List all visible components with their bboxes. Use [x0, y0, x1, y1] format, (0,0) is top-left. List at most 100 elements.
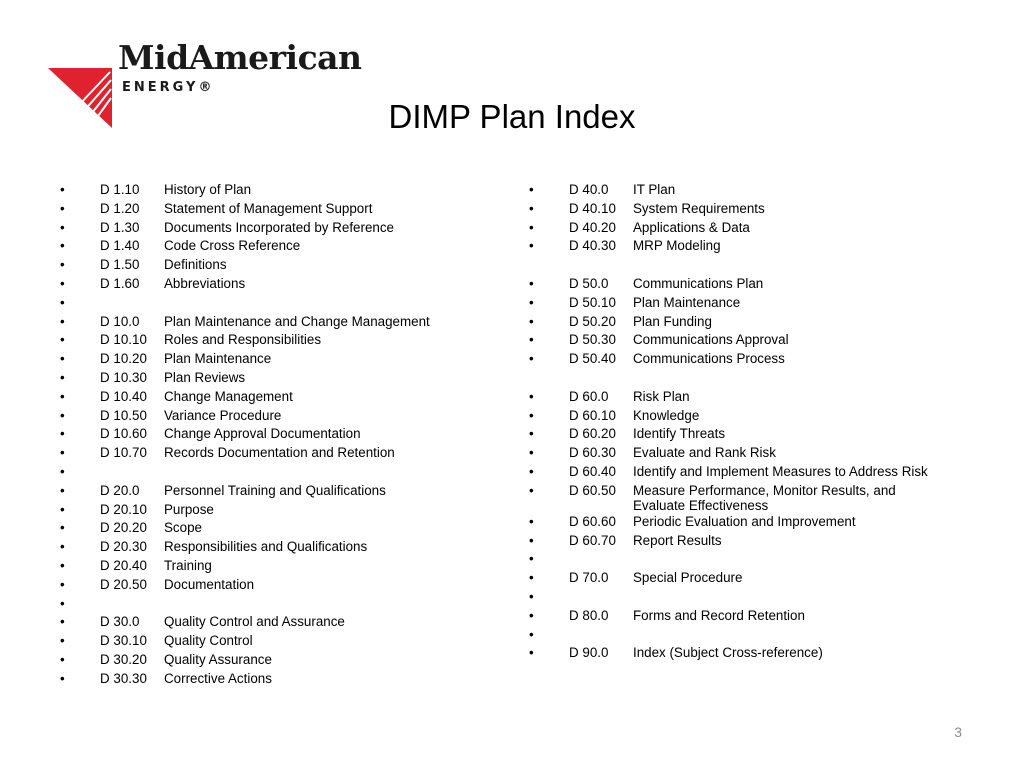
index-list-left: • D 1.10 History of Plan • D 1.20 Statement o… — [60, 181, 500, 689]
index-item: • D 60.50 Measure Performance, Monitor Res… — [529, 482, 979, 513]
index-code: D 50.30 — [569, 332, 616, 348]
index-label: Communications Approval — [633, 332, 789, 348]
index-label: Communications Process — [633, 351, 785, 367]
bullet-icon: • — [60, 670, 65, 686]
index-code: D 20.10 — [100, 501, 147, 517]
bullet-icon: • — [60, 275, 65, 291]
bullet-icon: • — [60, 426, 65, 442]
index-item: • — [60, 294, 500, 313]
index-code: D 10.70 — [100, 445, 147, 461]
index-item: • D 1.30 Documents Incorporated by Referen… — [60, 219, 500, 238]
index-label: Knowledge — [633, 407, 700, 423]
index-label: Personnel Training and Qualifications — [164, 482, 386, 498]
index-label: Abbreviations — [164, 275, 246, 291]
index-item: • D 40.0 IT Plan — [529, 181, 979, 200]
index-label — [633, 626, 933, 627]
bullet-icon: • — [60, 651, 65, 667]
index-code: D 50.10 — [569, 294, 616, 310]
index-item: • D 60.30 Evaluate and Rank Risk — [529, 444, 979, 463]
index-code: D 60.30 — [569, 445, 616, 461]
bullet-icon: • — [60, 595, 65, 611]
index-code: D 1.40 — [100, 238, 140, 254]
index-item: • D 70.0 Special Procedure — [529, 569, 979, 588]
index-label — [633, 550, 933, 551]
bullet-icon: • — [529, 463, 534, 479]
index-item: • D 50.30 Communications Approval — [529, 331, 979, 350]
index-item — [529, 369, 979, 388]
index-label: Forms and Record Retention — [633, 607, 805, 623]
index-item: • D 80.0 Forms and Record Retention — [529, 607, 979, 626]
index-item: • — [529, 626, 979, 645]
index-code: D 10.30 — [100, 369, 147, 385]
index-code: D 60.0 — [569, 388, 609, 404]
index-item: • D 10.70 Records Documentation and Retent… — [60, 444, 500, 463]
index-code: D 60.20 — [569, 426, 616, 442]
index-label: Quality Assurance — [164, 651, 272, 667]
index-item — [529, 256, 979, 275]
index-code: D 1.50 — [100, 257, 140, 273]
bullet-icon: • — [529, 238, 534, 254]
bullet-icon: • — [529, 513, 534, 529]
index-code: D 1.60 — [100, 275, 140, 291]
index-item: • D 1.60 Abbreviations — [60, 275, 500, 294]
index-code: D 40.30 — [569, 238, 616, 254]
bullet-icon: • — [60, 633, 65, 649]
index-label: Statement of Management Support — [164, 200, 373, 216]
bullet-icon: • — [529, 351, 534, 367]
bullet-icon: • — [60, 463, 65, 479]
bullet-icon: • — [529, 200, 534, 216]
index-label: Training — [164, 557, 212, 573]
index-code: D 20.40 — [100, 557, 147, 573]
bullet-icon: • — [60, 482, 65, 498]
index-item: • D 60.20 Identify Threats — [529, 425, 979, 444]
bullet-icon: • — [60, 614, 65, 630]
index-label: Responsibilities and Qualifications — [164, 539, 368, 555]
index-item: • — [60, 595, 500, 614]
index-code: D 10.20 — [100, 351, 147, 367]
index-label: Periodic Evaluation and Improvement — [633, 513, 856, 529]
index-item: • — [529, 550, 979, 569]
bullet-icon: • — [60, 238, 65, 254]
index-code: D 10.50 — [100, 407, 147, 423]
bullet-icon: • — [60, 182, 65, 197]
index-code: D 10.60 — [100, 426, 147, 442]
index-label: Corrective Actions — [164, 670, 272, 686]
index-item: • D 60.70 Report Results — [529, 532, 979, 551]
index-code: D 60.60 — [569, 513, 616, 529]
index-code: D 20.30 — [100, 539, 147, 555]
index-item: • D 10.40 Change Management — [60, 388, 500, 407]
bullet-icon: • — [529, 313, 534, 329]
slide-title: DIMP Plan Index — [388, 98, 636, 135]
index-label: Change Management — [164, 388, 293, 404]
index-label: Roles and Responsibilities — [164, 332, 322, 348]
index-label: Plan Maintenance — [633, 294, 741, 310]
index-label: Plan Funding — [633, 313, 712, 329]
index-item: • D 1.10 History of Plan — [60, 181, 500, 200]
index-label — [633, 588, 933, 589]
bullet-icon: • — [529, 445, 534, 461]
index-code: D 80.0 — [569, 607, 609, 623]
index-label: Purpose — [164, 501, 214, 517]
index-item: • D 50.10 Plan Maintenance — [529, 294, 979, 313]
index-code: D 10.40 — [100, 388, 147, 404]
index-item: • — [60, 463, 500, 482]
bullet-icon: • — [529, 532, 534, 548]
index-label: Identify Threats — [633, 426, 726, 442]
index-label: History of Plan — [164, 182, 252, 197]
index-item: • D 10.50 Variance Procedure — [60, 407, 500, 426]
index-code: D 30.30 — [100, 670, 147, 686]
index-label: Change Approval Documentation — [164, 426, 361, 442]
bullet-icon: • — [60, 388, 65, 404]
index-label: Definitions — [164, 257, 227, 273]
index-label: Index (Subject Cross-reference) — [633, 645, 823, 661]
index-label: Records Documentation and Retention — [164, 445, 395, 461]
logo-wordmark: MidAmerican — [118, 38, 362, 77]
index-item: • D 10.20 Plan Maintenance — [60, 350, 500, 369]
index-label: Risk Plan — [633, 388, 690, 404]
index-item: • D 60.60 Periodic Evaluation and Improvem… — [529, 513, 979, 532]
bullet-icon: • — [529, 388, 534, 404]
index-label: Plan Reviews — [164, 369, 246, 385]
bullet-icon: • — [60, 445, 65, 461]
index-label: Plan Maintenance and Change Management — [164, 313, 430, 329]
bullet-icon: • — [60, 351, 65, 367]
